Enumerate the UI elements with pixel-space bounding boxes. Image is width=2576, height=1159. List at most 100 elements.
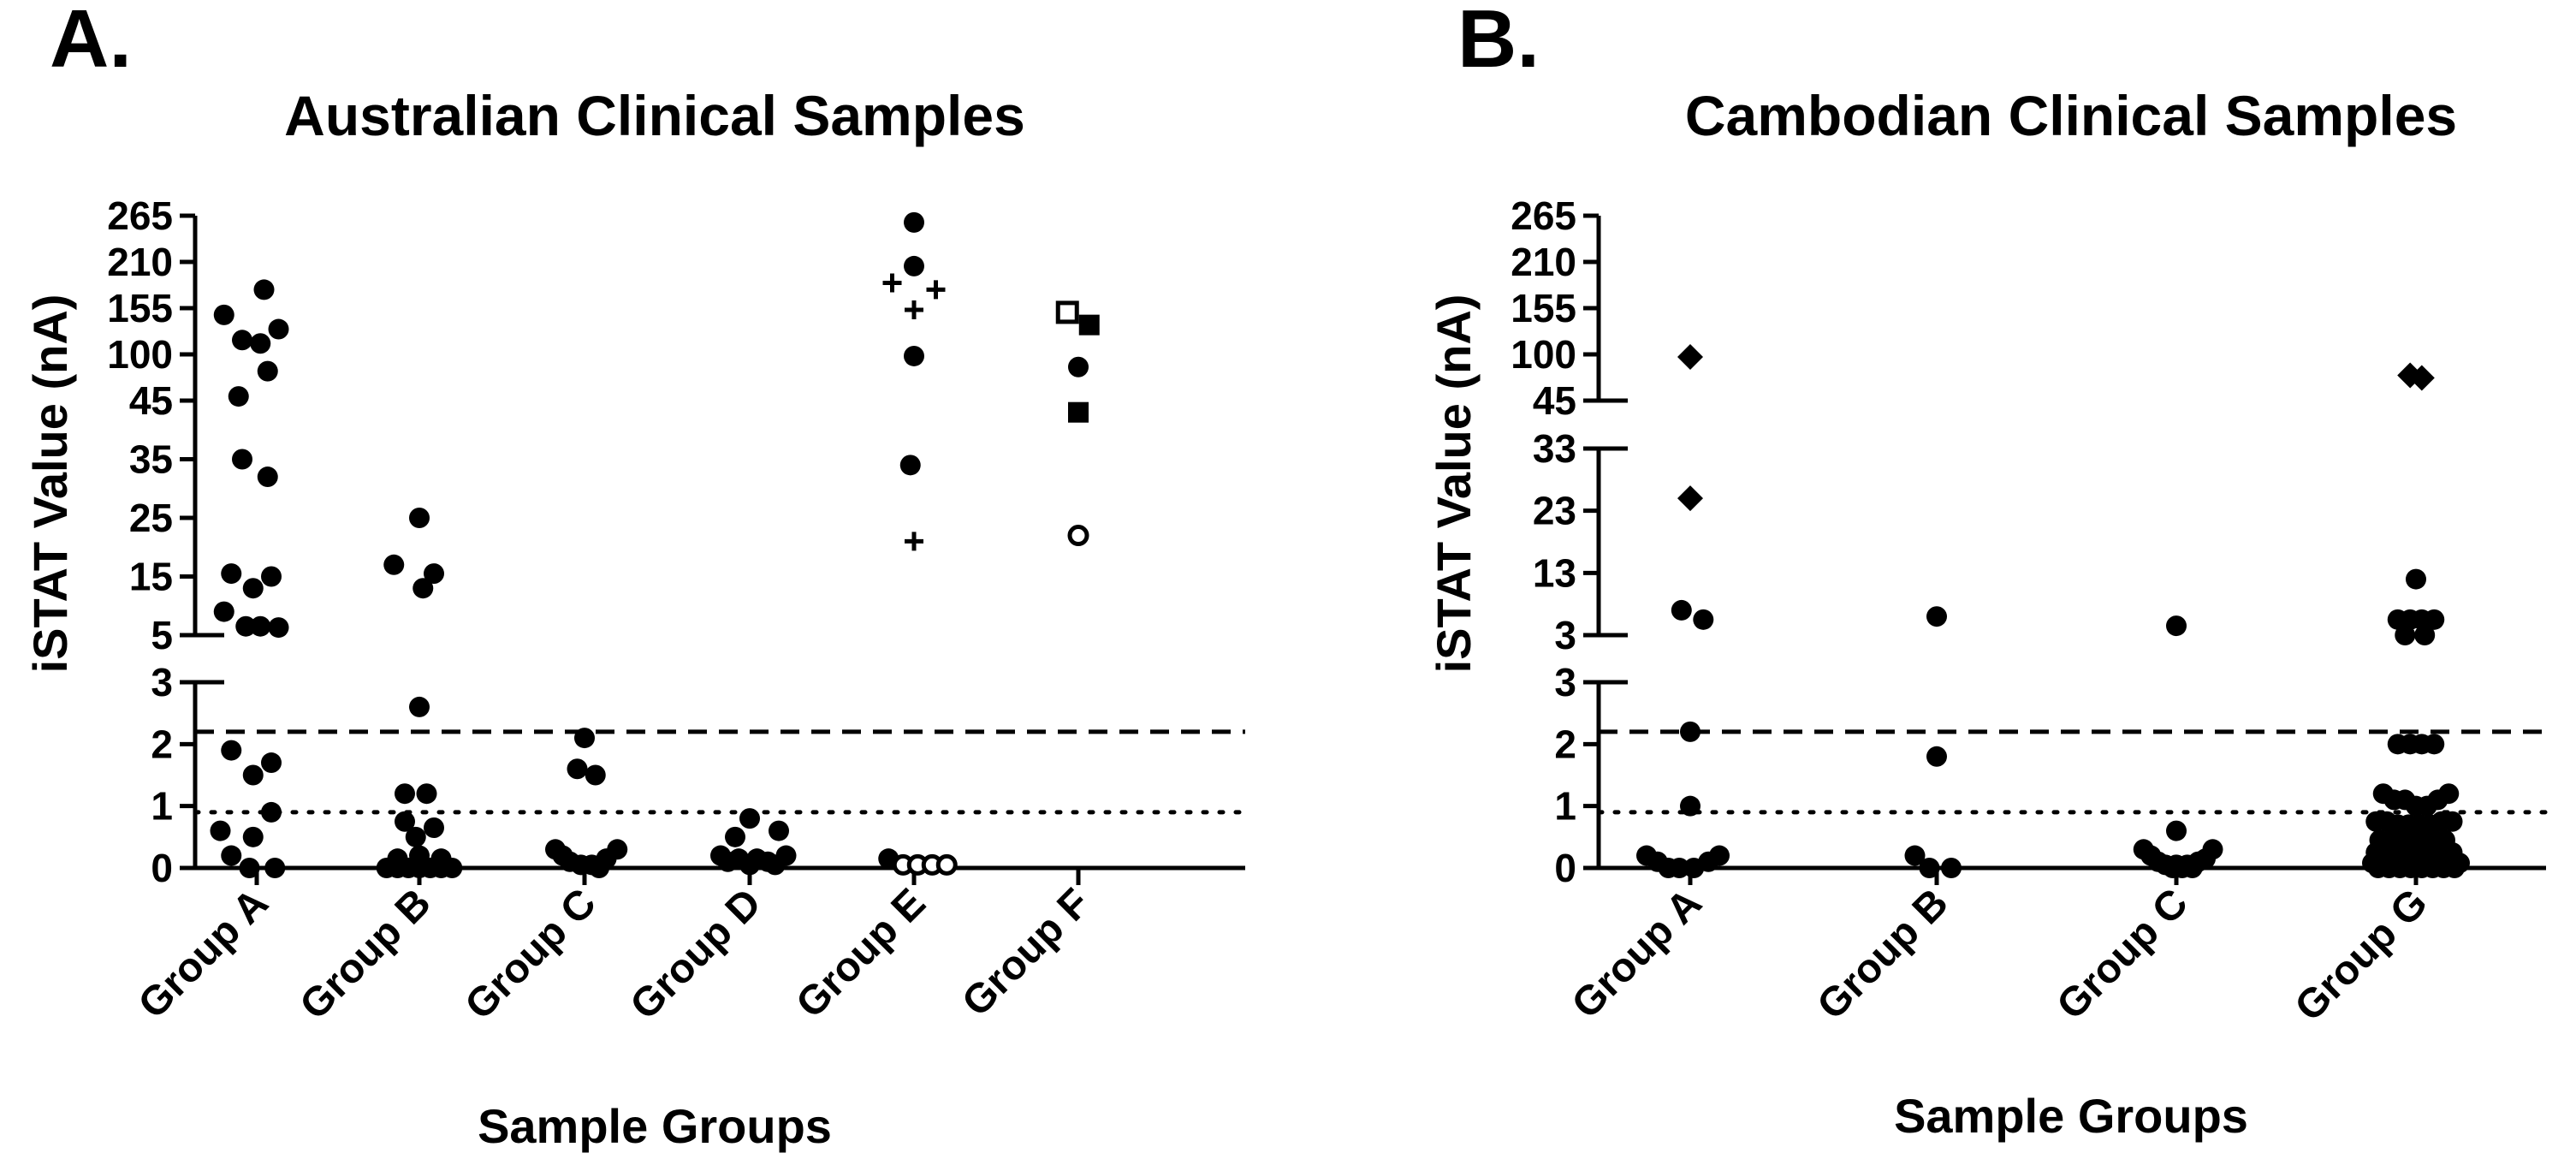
y-tick-label: 2 bbox=[151, 722, 173, 766]
data-point bbox=[239, 858, 260, 878]
data-point bbox=[409, 508, 430, 528]
data-point bbox=[1677, 343, 1703, 370]
y-tick-label: 13 bbox=[1533, 550, 1576, 595]
data-point bbox=[1677, 485, 1703, 512]
data-point bbox=[904, 345, 924, 366]
data-point bbox=[257, 360, 278, 382]
data-point bbox=[899, 455, 921, 476]
y-tick-label: 265 bbox=[1511, 193, 1576, 238]
y-tick-label: 3 bbox=[151, 660, 173, 704]
data-point bbox=[250, 615, 271, 637]
data-point bbox=[242, 826, 264, 847]
data-point bbox=[1709, 845, 1730, 866]
x-tick-label: Group C bbox=[2049, 880, 2197, 1028]
data-point bbox=[221, 563, 242, 585]
data-point bbox=[221, 845, 242, 866]
data-point bbox=[424, 817, 444, 838]
data-point bbox=[242, 764, 264, 786]
data-point bbox=[1067, 525, 1089, 547]
data-point bbox=[905, 300, 923, 319]
data-point bbox=[2424, 734, 2445, 755]
y-tick-label: 1 bbox=[151, 784, 173, 829]
x-tick-label: Group E bbox=[787, 880, 934, 1026]
data-point bbox=[221, 740, 242, 761]
y-tick-label: 45 bbox=[1533, 378, 1576, 423]
data-point bbox=[926, 280, 946, 300]
data-point bbox=[424, 563, 444, 585]
data-point bbox=[395, 783, 415, 805]
y-tick-label: 33 bbox=[1533, 426, 1576, 471]
x-tick-label: Group G bbox=[2287, 880, 2437, 1030]
data-point bbox=[935, 853, 958, 876]
y-tick-label: 45 bbox=[129, 378, 173, 423]
x-axis-label: Sample Groups bbox=[1894, 1089, 2248, 1143]
data-point bbox=[409, 696, 430, 717]
data-point bbox=[725, 826, 745, 847]
data-point bbox=[250, 333, 271, 354]
data-point bbox=[2414, 625, 2436, 645]
y-tick-label: 3 bbox=[1554, 660, 1576, 704]
data-point bbox=[1671, 599, 1692, 621]
y-tick-label: 155 bbox=[1511, 286, 1576, 330]
data-point bbox=[242, 578, 264, 599]
data-point bbox=[739, 808, 760, 829]
data-point bbox=[2438, 783, 2460, 805]
data-point bbox=[567, 758, 588, 780]
y-tick-label: 3 bbox=[1554, 613, 1576, 657]
data-point bbox=[235, 615, 257, 637]
y-tick-label: 15 bbox=[129, 555, 173, 599]
data-point bbox=[268, 318, 289, 340]
data-point bbox=[416, 783, 437, 805]
y-tick-label: 210 bbox=[107, 240, 173, 284]
data-point bbox=[905, 532, 923, 551]
data-point bbox=[2166, 820, 2187, 841]
y-tick-label: 45 bbox=[129, 378, 173, 423]
data-point bbox=[769, 820, 789, 841]
data-point bbox=[2166, 615, 2187, 637]
data-point bbox=[228, 386, 249, 407]
data-point bbox=[232, 449, 252, 470]
y-tick-label: 100 bbox=[107, 332, 173, 377]
y-tick-label: 1 bbox=[1554, 784, 1576, 829]
y-tick-label: 265 bbox=[107, 193, 173, 238]
x-tick-label: Group D bbox=[622, 880, 770, 1028]
data-point bbox=[1078, 314, 1100, 336]
y-tick-label: 25 bbox=[129, 496, 173, 540]
data-point bbox=[2395, 625, 2416, 645]
data-point bbox=[1068, 401, 1089, 423]
data-point bbox=[1904, 845, 1926, 866]
data-point bbox=[1919, 858, 1940, 878]
data-point bbox=[574, 728, 595, 749]
data-point bbox=[442, 858, 463, 878]
y-axis-label: iSTAT Value (nA) bbox=[1427, 294, 1481, 674]
data-point bbox=[413, 578, 434, 599]
data-point bbox=[213, 304, 234, 325]
data-point bbox=[2424, 609, 2445, 630]
chart-title: Australian Clinical Samples bbox=[284, 84, 1025, 147]
data-point bbox=[213, 601, 234, 622]
data-point bbox=[210, 820, 231, 841]
data-point bbox=[1926, 746, 1947, 767]
data-point bbox=[882, 273, 902, 293]
y-tick-label: 2 bbox=[1554, 722, 1576, 766]
y-tick-label: 155 bbox=[107, 286, 173, 330]
data-point bbox=[1941, 858, 1962, 878]
data-point bbox=[268, 617, 289, 639]
y-tick-label: 0 bbox=[151, 846, 173, 890]
y-tick-label: 100 bbox=[1511, 332, 1576, 377]
panel-b: B. Cambodian Clinical Samples iSTAT Valu… bbox=[1427, 0, 2549, 1143]
x-tick-label: Group C bbox=[457, 880, 605, 1028]
y-tick-label: 210 bbox=[1511, 240, 1576, 284]
data-point bbox=[383, 554, 405, 575]
x-tick-label: Group B bbox=[292, 880, 440, 1028]
x-tick-label: Group F bbox=[953, 880, 1098, 1025]
data-point bbox=[589, 858, 609, 878]
panel-a: A. Australian Clinical Samples iSTAT Val… bbox=[23, 0, 1248, 1153]
data-point bbox=[2444, 858, 2466, 878]
y-tick-label: 5 bbox=[151, 613, 173, 657]
data-point bbox=[395, 811, 415, 832]
data-point bbox=[261, 801, 282, 823]
data-point bbox=[261, 752, 282, 774]
data-point bbox=[253, 279, 275, 300]
data-point bbox=[585, 764, 606, 786]
